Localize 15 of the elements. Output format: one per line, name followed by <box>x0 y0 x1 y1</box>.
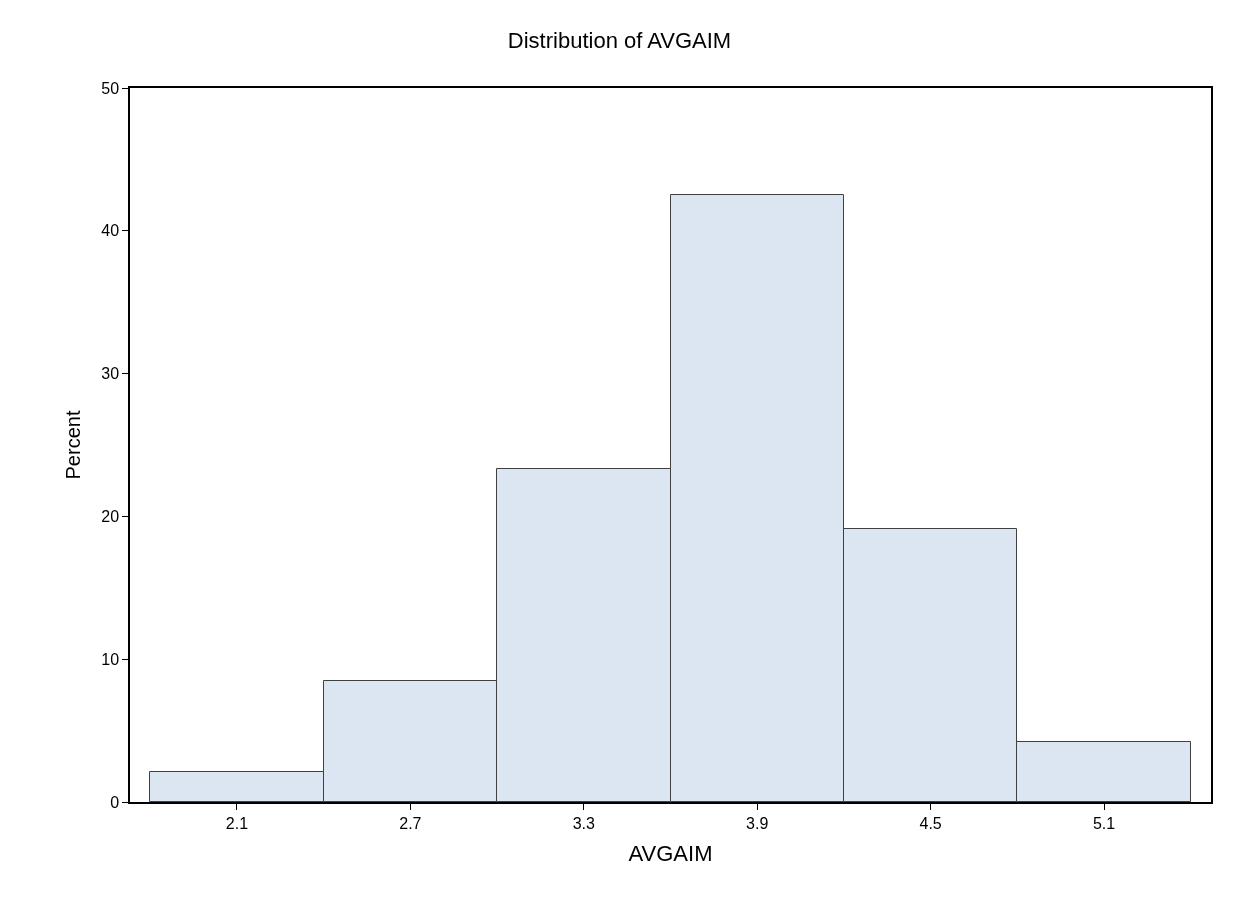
y-tick-label: 10 <box>101 650 120 668</box>
x-tick-label: 3.3 <box>572 814 596 832</box>
x-tick-label: 2.7 <box>399 814 422 832</box>
x-tick-label: 5.1 <box>1092 814 1116 832</box>
x-tick-label: 4.5 <box>919 814 942 832</box>
y-tick-label: 50 <box>101 79 120 97</box>
y-axis-title: Percent <box>62 410 85 480</box>
y-tick-label: 30 <box>101 365 120 383</box>
y-tick-label: 0 <box>110 793 120 811</box>
y-tick-label: 20 <box>101 508 120 525</box>
x-tick-label: 2.1 <box>225 814 249 832</box>
x-axis-title: AVGAIM <box>628 841 713 867</box>
chart-title: Distribution of AVGAIM <box>507 27 732 53</box>
x-tick-label: 3.9 <box>746 814 769 832</box>
y-tick-label: 40 <box>101 222 120 240</box>
